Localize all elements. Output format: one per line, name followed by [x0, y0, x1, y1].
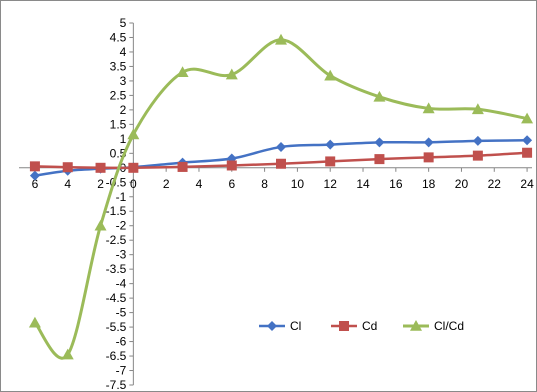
- y-tick-label: -6.5: [106, 349, 127, 363]
- x-tick-label: 2: [163, 177, 170, 191]
- data-point-cl-cd: [521, 112, 534, 124]
- data-point-cl: [522, 135, 533, 146]
- x-tick-label: 22: [488, 177, 502, 191]
- data-point-cd: [325, 156, 336, 167]
- x-tick-label: 6: [32, 177, 39, 191]
- y-tick-label: 3: [120, 74, 127, 88]
- data-point-cl-cd: [94, 219, 107, 231]
- y-tick-label: -0.5: [106, 175, 127, 189]
- data-point-cl-cd: [127, 128, 140, 140]
- y-tick-label: -7: [116, 364, 127, 378]
- x-tick-label: 16: [389, 177, 403, 191]
- y-tick-label: -1: [116, 190, 127, 204]
- data-point-cl: [374, 137, 385, 148]
- data-point-cd: [423, 152, 434, 163]
- legend-label-cl-cd: Cl/Cd: [434, 319, 464, 333]
- y-tick-label: -6: [116, 335, 127, 349]
- data-point-cd: [95, 162, 106, 173]
- y-tick-label: 1: [120, 132, 127, 146]
- data-point-cd: [522, 147, 533, 158]
- y-tick-label: 2: [120, 103, 127, 117]
- x-tick-label: 2: [97, 177, 104, 191]
- x-tick-label: 6: [228, 177, 235, 191]
- x-tick-label: 24: [520, 177, 534, 191]
- data-point-cd: [472, 150, 483, 161]
- data-point-cl: [472, 135, 483, 146]
- y-tick-label: 1.5: [110, 117, 127, 131]
- y-tick-label: 3.5: [110, 59, 127, 73]
- plot-area: 54.543.532.521.510.50-0.5-1-1.5-2-2.5-3-…: [19, 16, 534, 391]
- y-tick-label: 5: [120, 16, 127, 30]
- y-tick-label: -7.5: [106, 378, 127, 391]
- y-tick-label: -2: [116, 219, 127, 233]
- data-point-cl-cd: [176, 66, 189, 78]
- data-point-cd: [177, 161, 188, 172]
- y-tick-label: 4.5: [110, 30, 127, 44]
- data-point-cl: [29, 170, 40, 181]
- data-point-cd: [128, 162, 139, 173]
- x-tick-label: 0: [130, 177, 137, 191]
- y-tick-label: 2.5: [110, 88, 127, 102]
- y-tick-label: 4: [120, 45, 127, 59]
- legend-marker-cd: [339, 321, 349, 331]
- x-tick-label: 4: [64, 177, 71, 191]
- x-tick-label: 4: [196, 177, 203, 191]
- data-point-cl-cd: [225, 68, 238, 80]
- y-tick-label: -1.5: [106, 204, 127, 218]
- data-point-cl: [423, 137, 434, 148]
- data-point-cl: [325, 139, 336, 150]
- legend-label-cl: Cl: [290, 319, 301, 333]
- data-point-cl-cd: [61, 348, 74, 360]
- data-point-cl-cd: [471, 103, 484, 115]
- data-point-cd: [226, 160, 237, 171]
- data-point-cl-cd: [324, 69, 337, 81]
- x-tick-label: 20: [455, 177, 469, 191]
- y-tick-label: -5.5: [106, 320, 127, 334]
- y-tick-label: -3.5: [106, 262, 127, 276]
- data-point-cd: [276, 158, 286, 169]
- legend-marker-cl: [267, 321, 277, 331]
- y-tick-label: -3: [116, 248, 127, 262]
- x-tick-label: 14: [356, 177, 370, 191]
- legend: Cl Cd Cl/Cd: [259, 319, 464, 333]
- data-point-cl-cd: [373, 90, 386, 102]
- data-point-cl: [276, 141, 286, 152]
- x-tick-label: 10: [291, 177, 305, 191]
- y-tick-label: -2.5: [106, 233, 127, 247]
- data-point-cd: [29, 161, 40, 172]
- data-point-cl-cd: [422, 102, 435, 114]
- data-point-cl-cd: [28, 316, 41, 328]
- legend-marker-cl-cd: [410, 320, 422, 331]
- y-tick-label: -4: [116, 277, 127, 291]
- data-point-cd: [62, 162, 73, 173]
- y-tick-label: -5: [116, 306, 127, 320]
- legend-label-cd: Cd: [362, 319, 377, 333]
- data-point-cl-cd: [275, 33, 287, 45]
- y-tick-label: -4.5: [106, 291, 127, 305]
- x-tick-label: 18: [422, 177, 436, 191]
- x-tick-label: 8: [261, 177, 268, 191]
- x-tick-label: 12: [324, 177, 338, 191]
- data-point-cd: [374, 154, 385, 165]
